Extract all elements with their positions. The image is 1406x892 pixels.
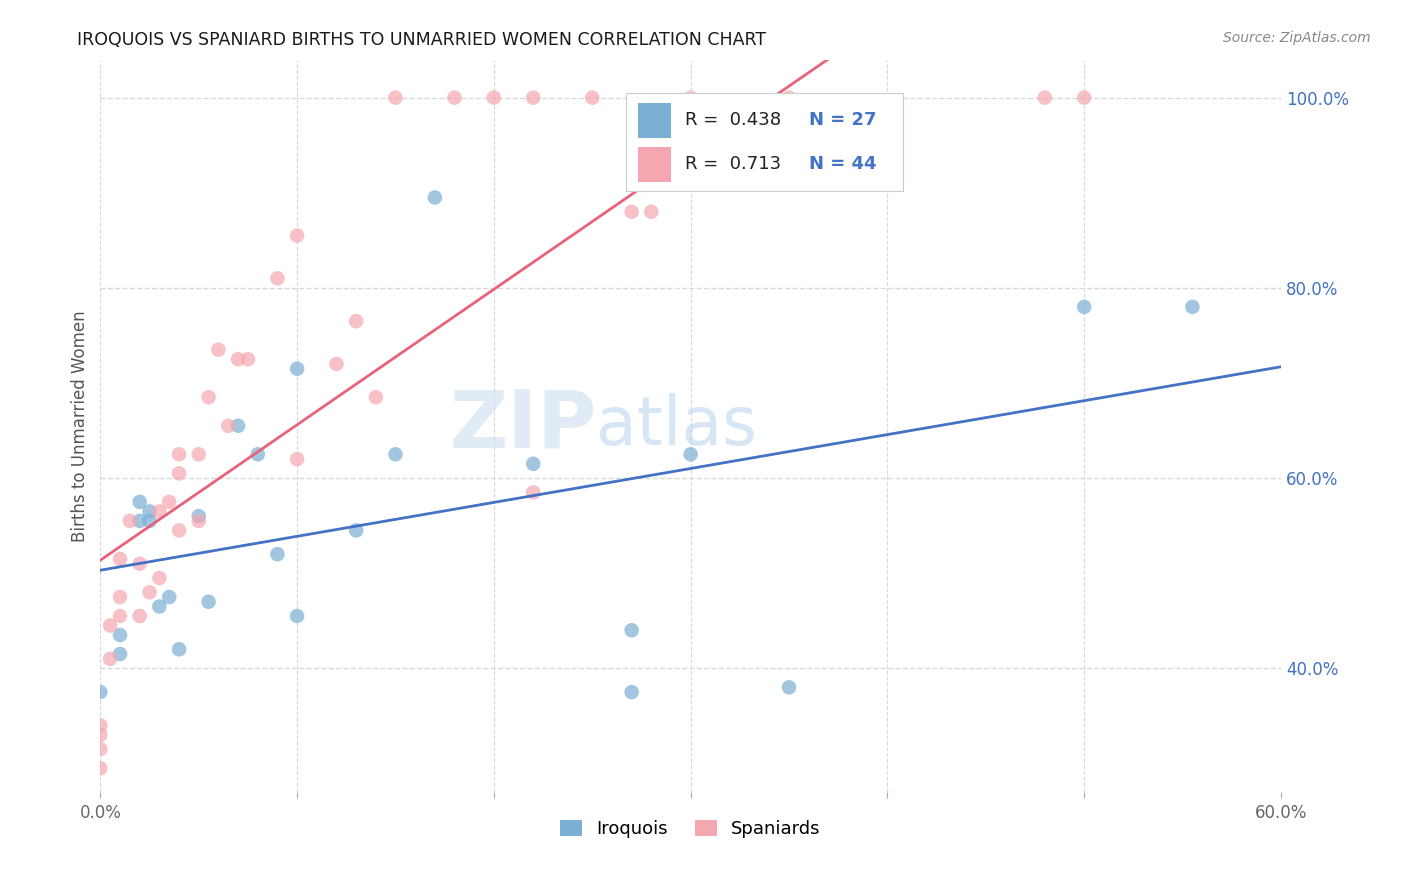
Point — [128, 495, 150, 509]
Point — [128, 514, 150, 528]
Point — [679, 90, 702, 104]
Point — [89, 728, 111, 742]
FancyBboxPatch shape — [626, 93, 903, 192]
Point — [167, 524, 190, 538]
Point — [620, 624, 643, 638]
Point — [384, 90, 406, 104]
Point — [778, 681, 800, 695]
Point — [778, 90, 800, 104]
Point — [1073, 300, 1095, 314]
Point — [167, 467, 190, 481]
Point — [581, 90, 603, 104]
Point — [128, 557, 150, 571]
Point — [1033, 90, 1056, 104]
Point — [138, 514, 160, 528]
Point — [98, 618, 121, 632]
Point — [148, 571, 170, 585]
Point — [167, 642, 190, 657]
Point — [108, 552, 131, 566]
Point — [167, 447, 190, 461]
Point — [148, 599, 170, 614]
Text: R =  0.438: R = 0.438 — [685, 112, 780, 129]
Point — [226, 352, 249, 367]
Text: N = 27: N = 27 — [808, 112, 876, 129]
Text: IROQUOIS VS SPANIARD BIRTHS TO UNMARRIED WOMEN CORRELATION CHART: IROQUOIS VS SPANIARD BIRTHS TO UNMARRIED… — [77, 31, 766, 49]
Point — [522, 485, 544, 500]
Point — [266, 547, 288, 561]
Point — [522, 457, 544, 471]
Point — [157, 495, 180, 509]
Text: N = 44: N = 44 — [808, 155, 876, 173]
Point — [285, 609, 308, 624]
Point — [522, 90, 544, 104]
Point — [423, 190, 446, 204]
Point — [620, 204, 643, 219]
Point — [128, 609, 150, 624]
Point — [197, 390, 219, 404]
Point — [443, 90, 465, 104]
Text: ZIP: ZIP — [449, 387, 596, 465]
Point — [187, 514, 209, 528]
Point — [187, 447, 209, 461]
Point — [1181, 300, 1204, 314]
Point — [148, 504, 170, 518]
Point — [187, 509, 209, 524]
Point — [266, 271, 288, 285]
Point — [157, 590, 180, 604]
Point — [344, 314, 367, 328]
Text: R =  0.713: R = 0.713 — [685, 155, 780, 173]
Point — [89, 761, 111, 775]
Point — [108, 628, 131, 642]
Y-axis label: Births to Unmarried Women: Births to Unmarried Women — [72, 310, 89, 541]
Text: atlas: atlas — [596, 392, 756, 458]
FancyBboxPatch shape — [637, 103, 671, 138]
Point — [108, 647, 131, 661]
Point — [325, 357, 347, 371]
Point — [285, 452, 308, 467]
Point — [138, 585, 160, 599]
FancyBboxPatch shape — [637, 147, 671, 182]
Point — [384, 447, 406, 461]
Point — [640, 204, 662, 219]
Point — [98, 652, 121, 666]
Point — [108, 590, 131, 604]
Point — [679, 447, 702, 461]
Point — [118, 514, 141, 528]
Point — [89, 742, 111, 756]
Point — [89, 685, 111, 699]
Point — [285, 361, 308, 376]
Point — [482, 90, 505, 104]
Point — [226, 418, 249, 433]
Point — [236, 352, 259, 367]
Point — [246, 447, 269, 461]
Point — [285, 228, 308, 243]
Point — [89, 718, 111, 732]
Point — [108, 609, 131, 624]
Point — [197, 595, 219, 609]
Point — [364, 390, 387, 404]
Point — [1073, 90, 1095, 104]
Text: Source: ZipAtlas.com: Source: ZipAtlas.com — [1223, 31, 1371, 45]
Point — [217, 418, 239, 433]
Point — [620, 685, 643, 699]
Point — [207, 343, 229, 357]
Legend: Iroquois, Spaniards: Iroquois, Spaniards — [553, 813, 828, 846]
Point — [138, 504, 160, 518]
Point — [344, 524, 367, 538]
